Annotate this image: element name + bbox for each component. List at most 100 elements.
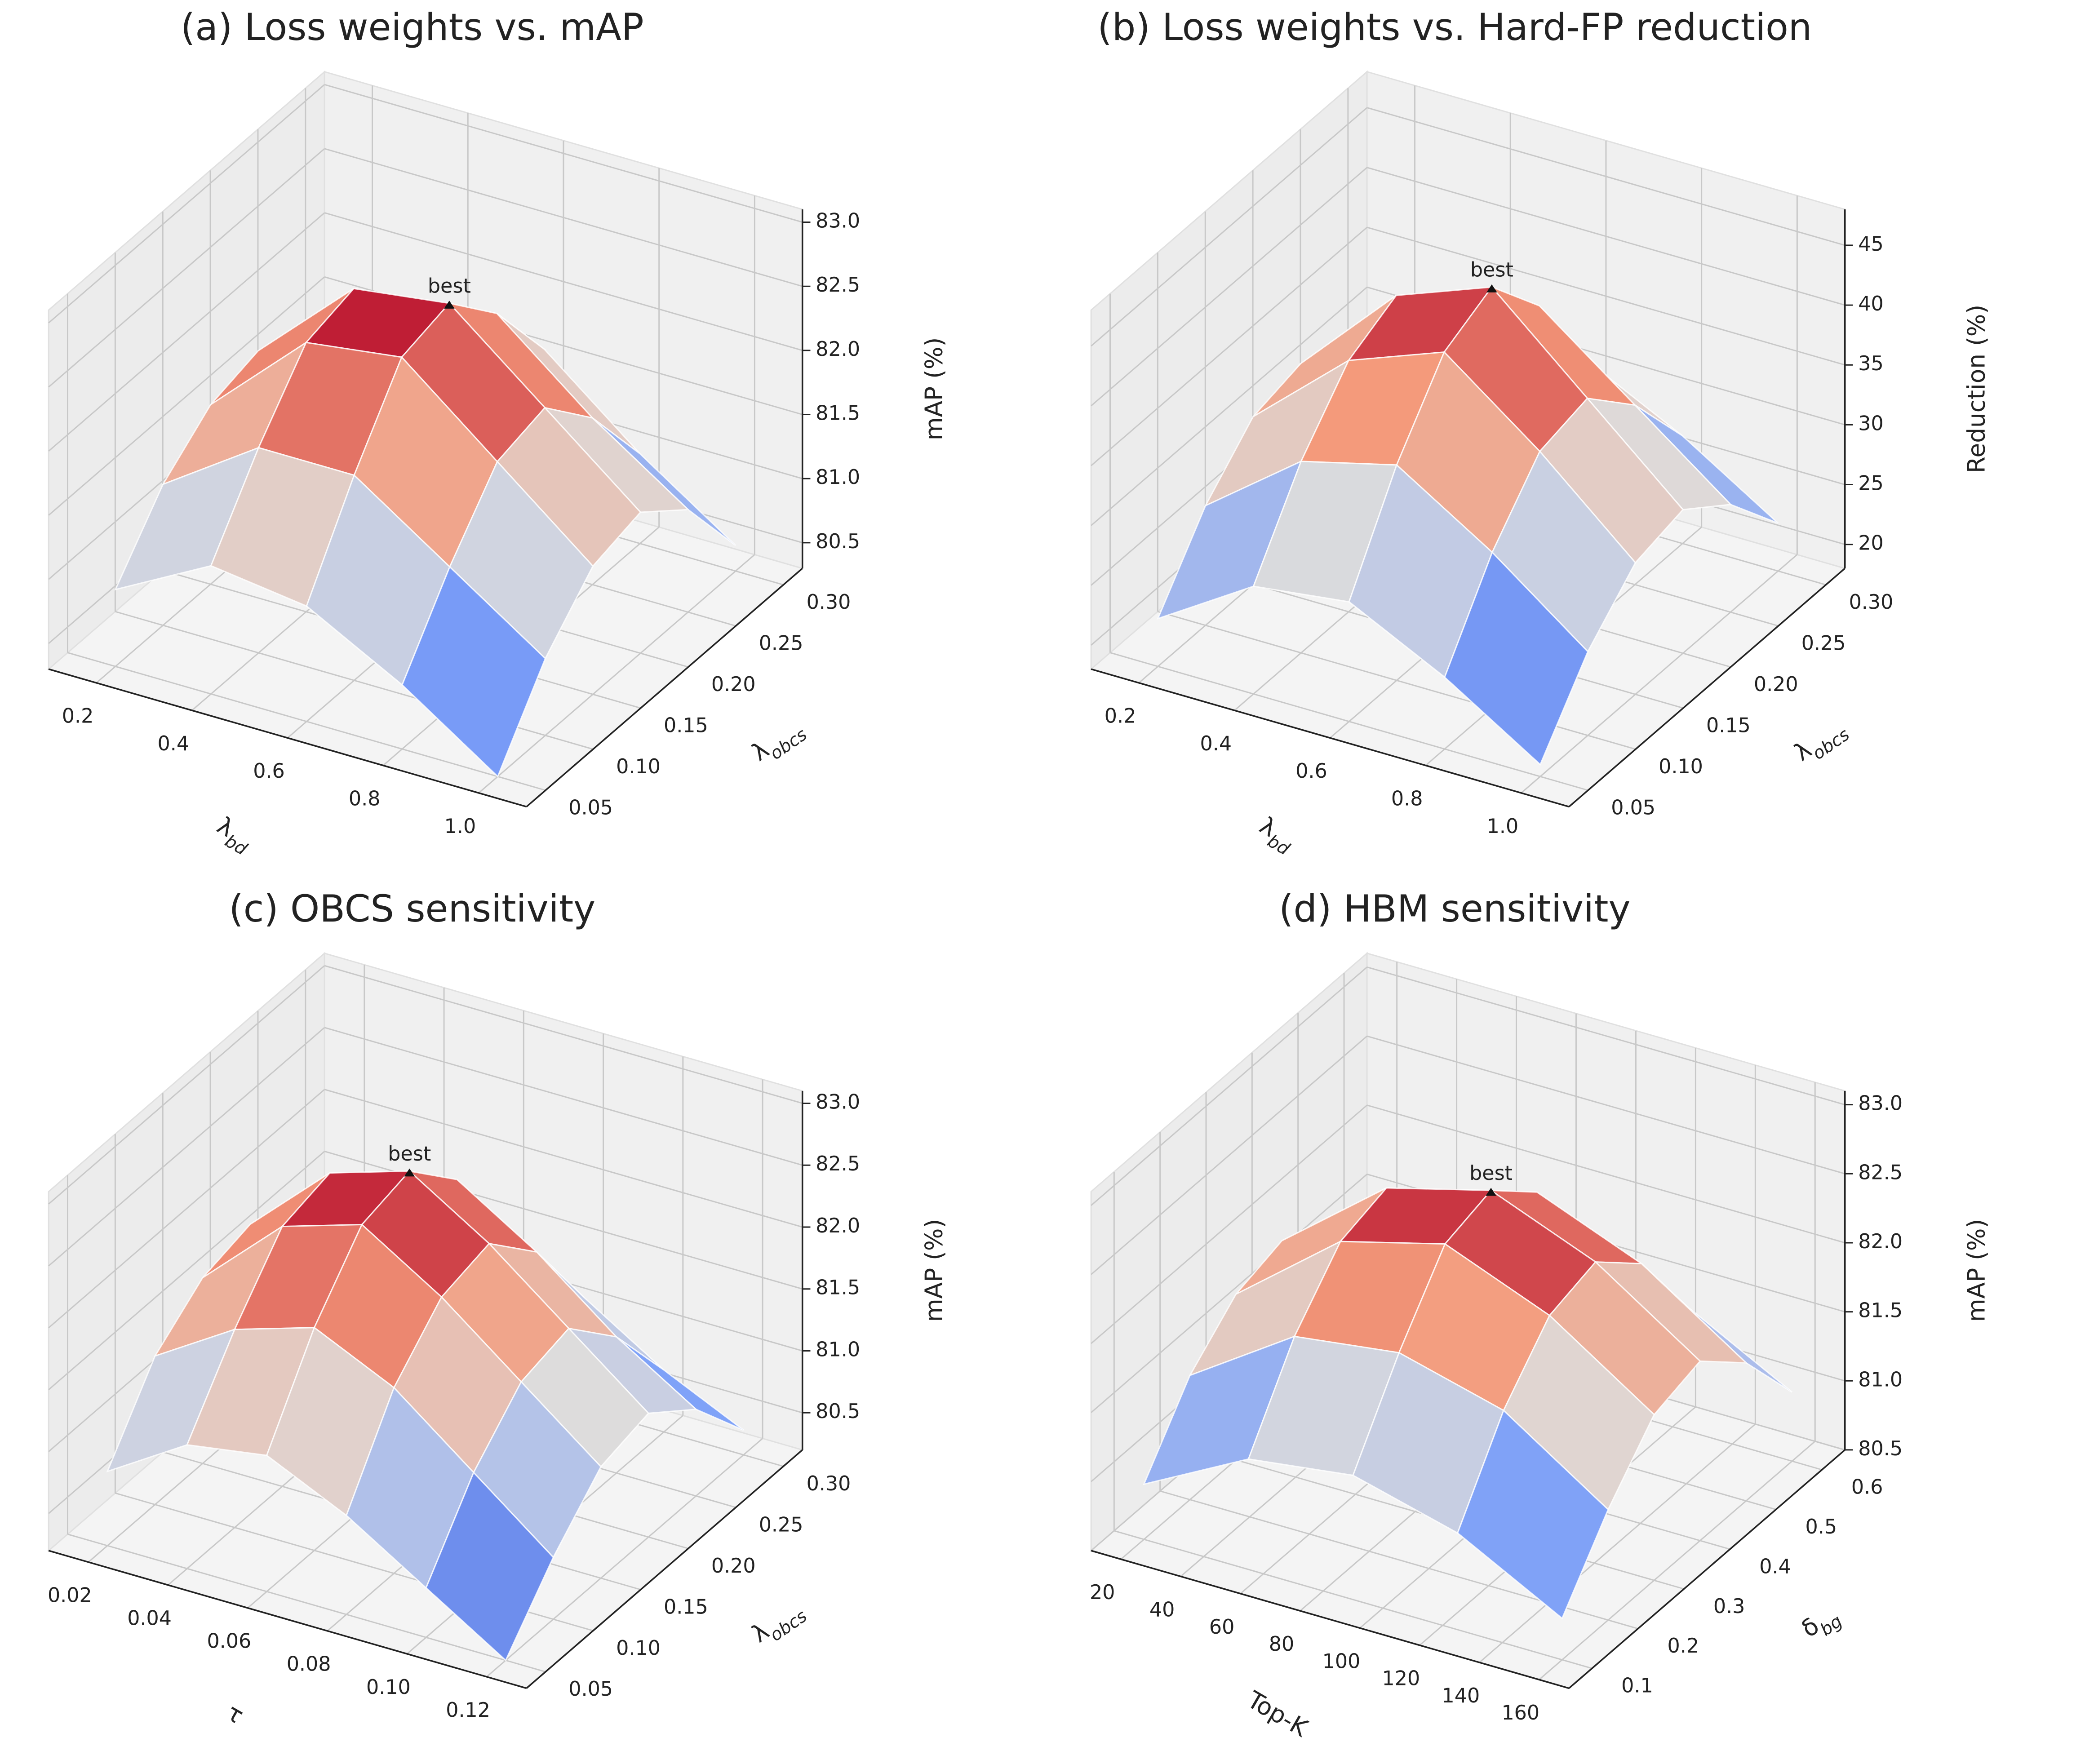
z-tick-label: 82.5: [1858, 1161, 1903, 1184]
y-tick-label: 0.20: [1754, 673, 1798, 696]
x-tick-label: 20: [1090, 1581, 1115, 1604]
grid-line: [1479, 1423, 1756, 1663]
annotation-marker: [444, 301, 455, 309]
x-tick-label: 0.08: [287, 1653, 331, 1676]
grid-line: [324, 1027, 803, 1166]
x-tick-label: 0.02: [48, 1584, 92, 1607]
grid-line: [1113, 1530, 1593, 1669]
y-axis-label: λobcs: [746, 713, 811, 772]
z-tick-label: 82.0: [1858, 1230, 1903, 1253]
z-tick-label: 83.0: [1858, 1092, 1903, 1115]
y-tick-label: 0.20: [711, 1555, 756, 1578]
z-tick-label: 30: [1858, 412, 1883, 435]
z-tick-label: 82.5: [816, 1152, 860, 1175]
x-tick-label: 0.10: [366, 1676, 411, 1699]
grid-line: [48, 1027, 325, 1267]
grid-line: [48, 1089, 325, 1329]
x-tick-label: 1.0: [444, 815, 476, 838]
x-tick-label: 0.2: [1105, 705, 1136, 728]
z-tick-label: 20: [1858, 532, 1883, 555]
annotation-text: best: [1470, 258, 1513, 281]
axis-line: [1568, 1449, 1845, 1689]
grid-line: [48, 148, 325, 388]
y-tick-label: 0.4: [1759, 1555, 1791, 1578]
x-tick-label: 0.6: [253, 760, 285, 783]
x-tick-label: 0.4: [1200, 732, 1232, 755]
y-tick-label: 0.6: [1851, 1476, 1883, 1499]
grid-line: [324, 965, 803, 1104]
grid-line: [48, 965, 325, 1205]
grid-line: [1521, 554, 1798, 793]
x-tick-label: 0.06: [207, 1630, 251, 1653]
grid-line: [324, 212, 803, 351]
grid-line: [1366, 107, 1845, 246]
y-tick-label: 0.30: [807, 591, 851, 614]
z-axis-label-main: mAP (%): [1962, 1219, 1990, 1322]
y-tick-label: 0.25: [1801, 632, 1846, 655]
z-axis-label: mAP (%): [920, 337, 948, 441]
annotation-text: best: [1469, 1162, 1513, 1185]
x-tick-label: 120: [1382, 1667, 1420, 1690]
grid-line: [67, 1534, 546, 1673]
z-tick-label: 25: [1858, 472, 1883, 495]
annotation-text: best: [428, 275, 471, 298]
z-tick-label: 83.0: [816, 210, 860, 233]
y-tick-label: 0.30: [807, 1472, 851, 1495]
y-tick-label: 0.10: [616, 755, 661, 778]
y-tick-label: 0.25: [759, 632, 803, 655]
surface-face: [425, 1471, 555, 1662]
grid-line: [324, 84, 803, 223]
x-axis-label: Top-K: [1242, 1685, 1313, 1742]
x-tick-label: 0.2: [62, 705, 94, 728]
grid-line: [67, 652, 546, 791]
y-tick-label: 0.25: [759, 1513, 803, 1536]
grid-line: [1091, 1035, 1368, 1275]
y-tick-label: 0.05: [568, 796, 613, 819]
z-tick-label: 35: [1858, 352, 1883, 375]
axis-line: [526, 1449, 803, 1689]
z-axis-label-main: Reduction (%): [1962, 305, 1990, 473]
grid-line: [1539, 1440, 1816, 1680]
grid-line: [1110, 652, 1588, 791]
chart-title: (c) OBCS sensitivity: [229, 887, 595, 931]
x-tick-label: 80: [1269, 1633, 1294, 1656]
grid-line: [48, 1151, 325, 1391]
panel: 0.2 0.4 0.6 0.8 1.0 0.050.100.150.200.250.30 8…: [47, 5, 948, 860]
z-tick-label: 80.5: [1858, 1437, 1903, 1460]
z-tick-label: 82.5: [816, 274, 860, 297]
grid-line: [1091, 966, 1368, 1206]
z-tick-label: 81.5: [816, 402, 860, 425]
y-tick-label: 0.2: [1668, 1635, 1699, 1658]
y-tick-label: 0.3: [1713, 1595, 1745, 1618]
grid-line: [1366, 966, 1845, 1106]
chart-title: (d) HBM sensitivity: [1279, 887, 1630, 931]
grid-line: [1091, 167, 1368, 407]
grid-line: [1366, 226, 1845, 366]
annotation-marker: [1486, 1188, 1496, 1196]
panel: 20 40 60 80 100 120 140 160 0.1 0.2 0.3 0.4 0.5 0.6 80…: [1090, 887, 1990, 1742]
grid-line: [1366, 1035, 1845, 1175]
x-tick-label: 40: [1149, 1598, 1175, 1621]
x-axis-label: λbd: [209, 811, 258, 860]
x-tick-label: 160: [1501, 1702, 1539, 1724]
z-axis-label-main: mAP (%): [920, 1219, 948, 1322]
z-tick-label: 80.5: [816, 530, 860, 553]
y-tick-label: 0.15: [664, 714, 708, 737]
grid-line: [48, 276, 325, 516]
y-tick-label: 0.15: [1706, 714, 1751, 737]
x-tick-label: 60: [1209, 1616, 1234, 1639]
z-tick-label: 81.5: [816, 1276, 860, 1299]
grid-line: [1091, 107, 1368, 347]
y-tick-label: 0.1: [1621, 1675, 1653, 1698]
z-tick-label: 81.5: [1858, 1299, 1903, 1322]
z-axis-label: mAP (%): [920, 1219, 948, 1322]
z-tick-label: 81.0: [1858, 1368, 1903, 1391]
z-tick-label: 82.0: [816, 338, 860, 361]
surface-face: [401, 566, 546, 778]
y-tick-label: 0.15: [664, 1596, 708, 1618]
annotation-text: best: [388, 1143, 431, 1166]
y-axis-label: λobcs: [746, 1594, 811, 1654]
grid-line: [324, 148, 803, 287]
